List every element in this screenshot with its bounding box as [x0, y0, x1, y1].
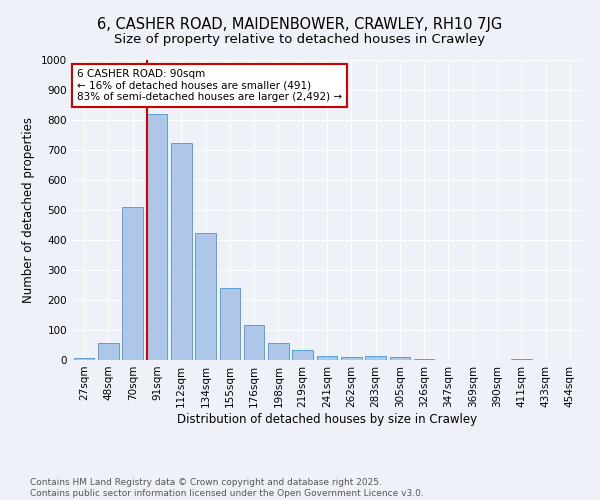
Bar: [389, 358, 410, 360]
Bar: [195, 232, 216, 360]
Bar: [317, 356, 337, 360]
Bar: [98, 343, 119, 360]
Bar: [414, 358, 434, 360]
X-axis label: Distribution of detached houses by size in Crawley: Distribution of detached houses by size …: [177, 412, 477, 426]
Bar: [268, 343, 289, 360]
Bar: [244, 325, 265, 360]
Bar: [74, 358, 94, 360]
Text: 6, CASHER ROAD, MAIDENBOWER, CRAWLEY, RH10 7JG: 6, CASHER ROAD, MAIDENBOWER, CRAWLEY, RH…: [97, 18, 503, 32]
Bar: [220, 288, 240, 360]
Text: Contains HM Land Registry data © Crown copyright and database right 2025.
Contai: Contains HM Land Registry data © Crown c…: [30, 478, 424, 498]
Bar: [171, 142, 191, 360]
Bar: [365, 356, 386, 360]
Y-axis label: Number of detached properties: Number of detached properties: [22, 117, 35, 303]
Bar: [341, 357, 362, 360]
Text: Size of property relative to detached houses in Crawley: Size of property relative to detached ho…: [115, 32, 485, 46]
Bar: [292, 350, 313, 360]
Bar: [122, 207, 143, 360]
Bar: [146, 114, 167, 360]
Text: 6 CASHER ROAD: 90sqm
← 16% of detached houses are smaller (491)
83% of semi-deta: 6 CASHER ROAD: 90sqm ← 16% of detached h…: [77, 69, 342, 102]
Bar: [511, 358, 532, 360]
